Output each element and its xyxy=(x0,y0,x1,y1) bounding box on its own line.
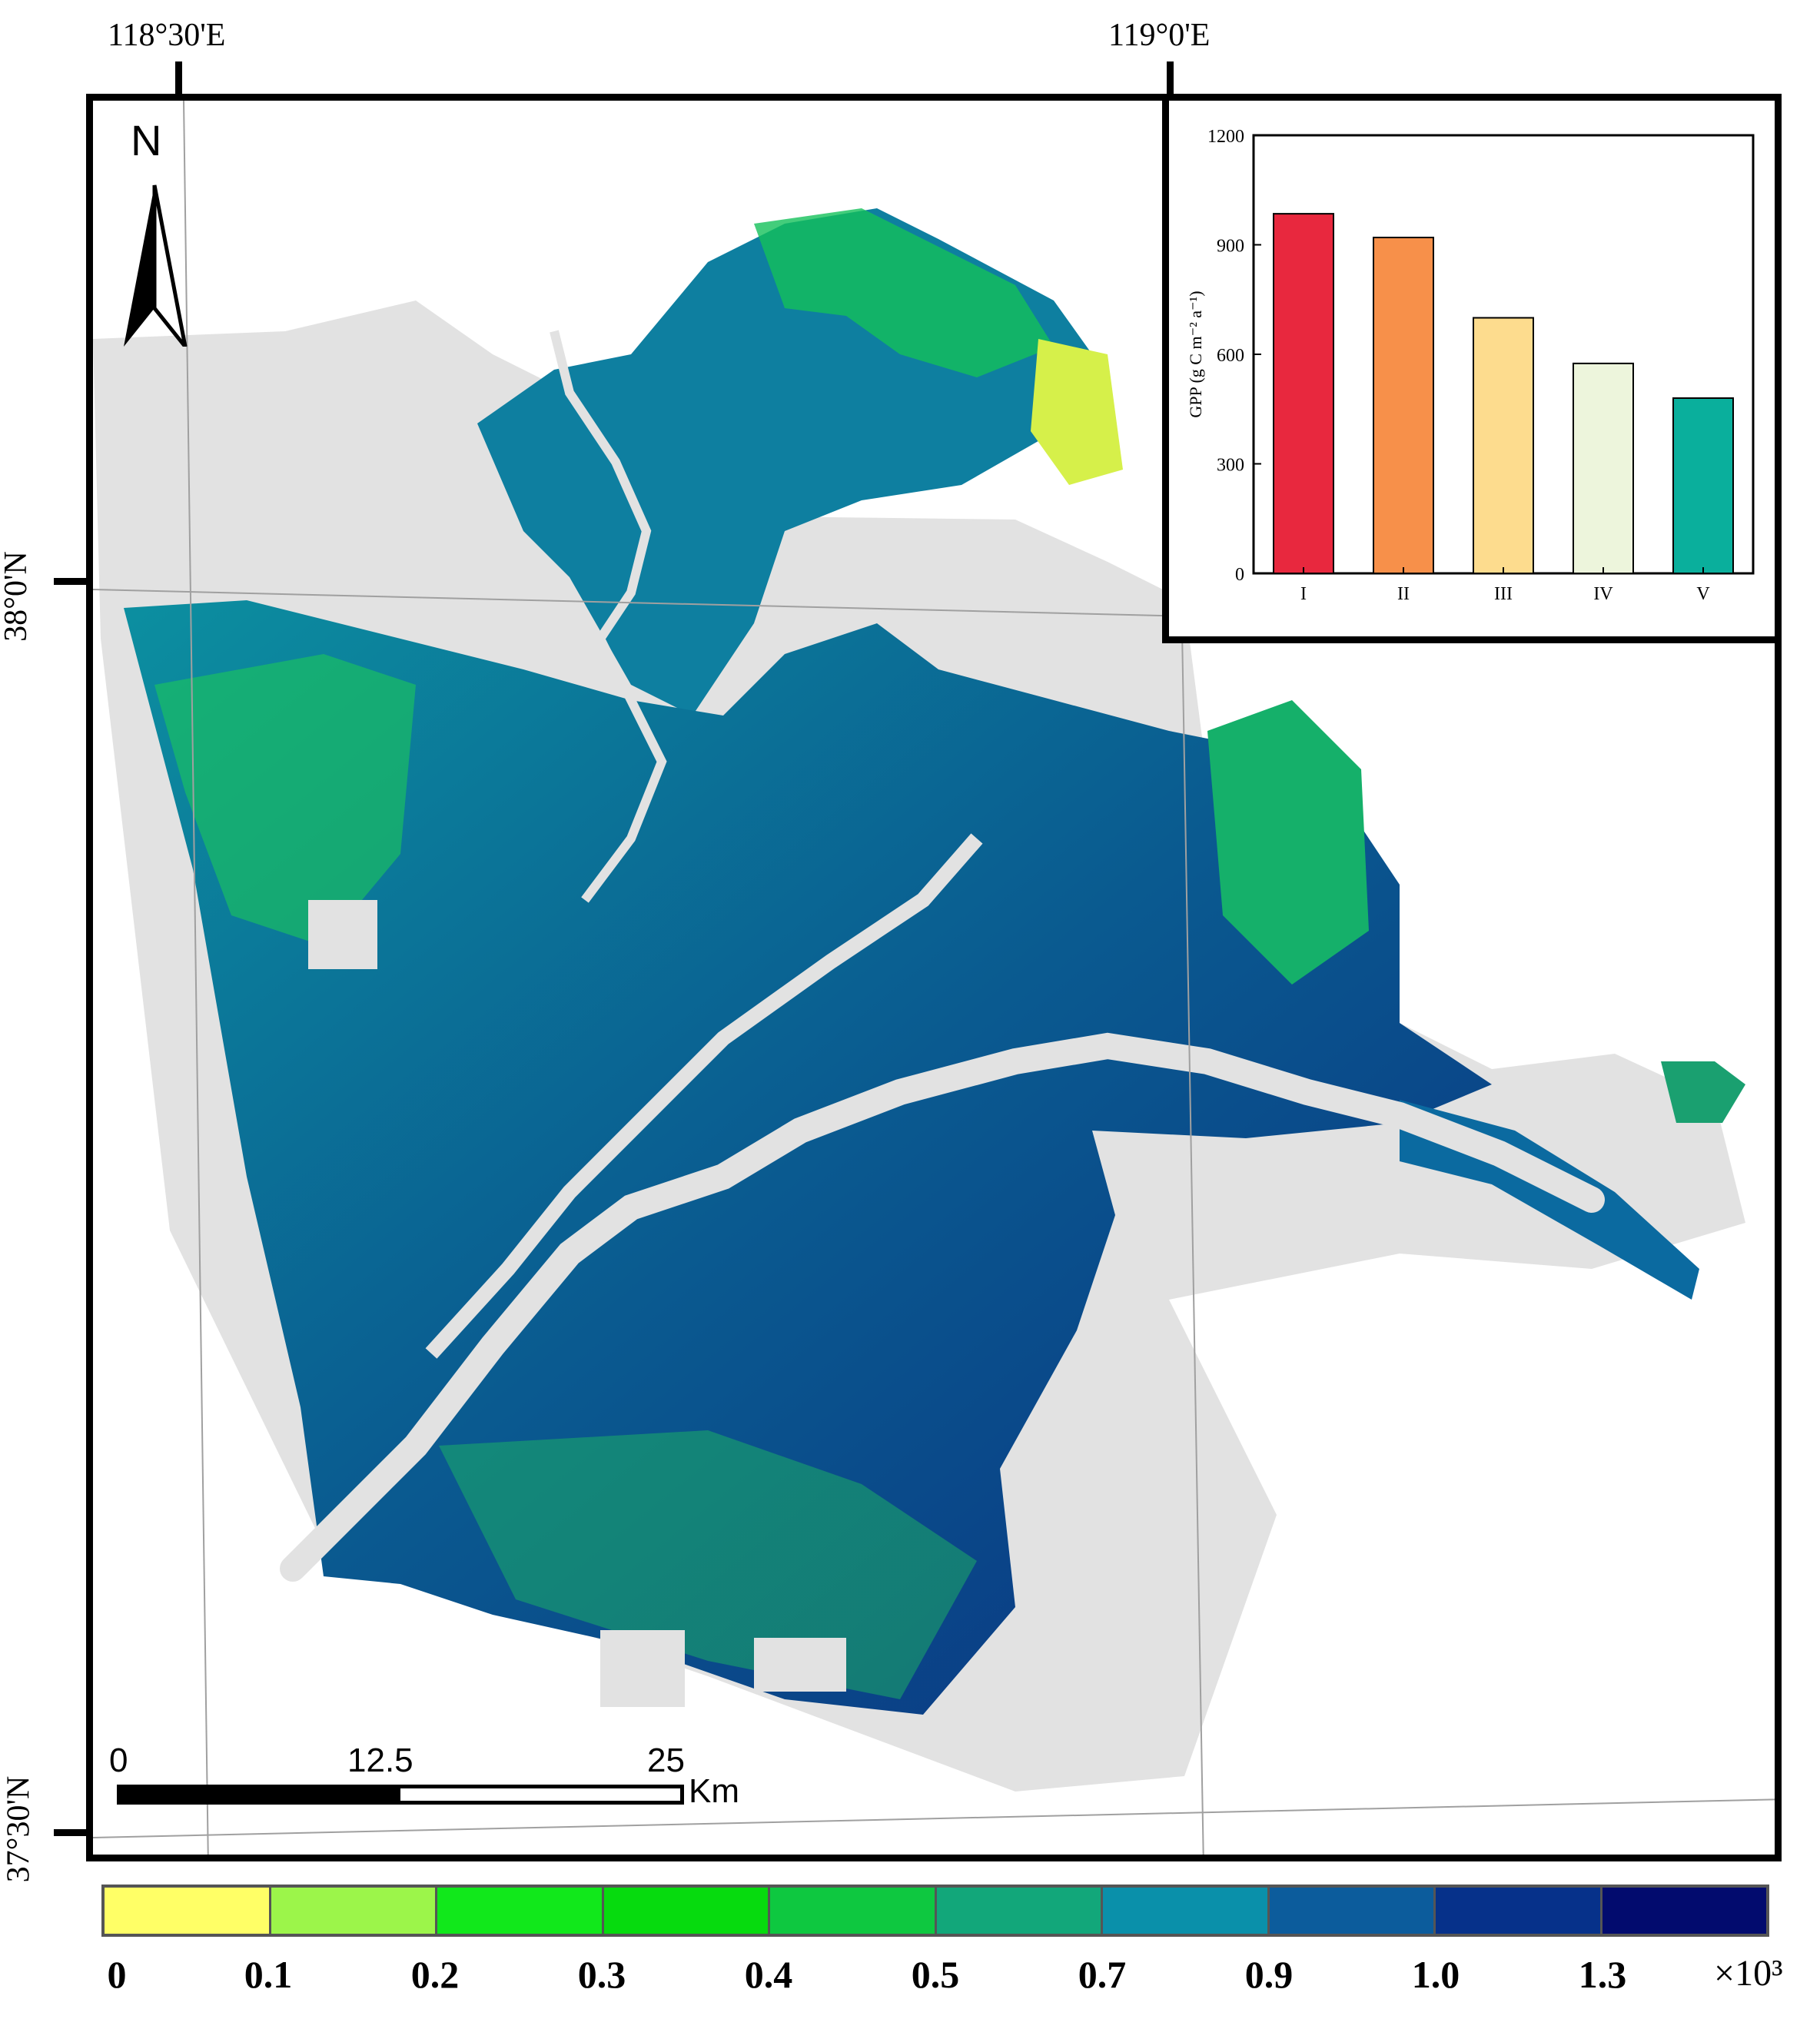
legend-label: 1.3 xyxy=(1578,1953,1627,1996)
legend-swatch xyxy=(936,1888,1103,1934)
lon-label-118-30: 118°30'E xyxy=(108,18,226,53)
lon-tick-119-0 xyxy=(1167,61,1174,97)
x-tick-label: II xyxy=(1397,584,1410,604)
scale-label-12-5: 12.5 xyxy=(347,1742,413,1779)
y-tick-label: 0 xyxy=(1235,565,1244,585)
lat-label-37-30: 37°30'N xyxy=(1,1775,37,1883)
meander-river xyxy=(550,330,667,903)
scale-bar-filled-segment xyxy=(121,1788,400,1801)
vegetation-north-green xyxy=(754,208,1054,377)
graticule-line xyxy=(93,1798,1775,1838)
vegetation-south-green xyxy=(439,1430,977,1699)
vegetation-east xyxy=(1207,700,1369,985)
x-tick-label: III xyxy=(1494,584,1513,604)
grey-patch xyxy=(308,900,377,969)
vegetation-main xyxy=(124,600,1492,1715)
vegetation-delta-tip xyxy=(1661,1061,1745,1123)
scale-unit: Km xyxy=(689,1772,739,1810)
lat-tick-38-0 xyxy=(54,578,89,585)
y-tick-label: 300 xyxy=(1217,456,1244,476)
vegetation-yellow-patch xyxy=(1031,339,1123,485)
lat-label-38-0: 38°0'N xyxy=(0,551,34,642)
bar-V xyxy=(1672,397,1734,574)
grey-patch xyxy=(600,1630,685,1707)
legend-swatch xyxy=(105,1888,271,1934)
y-axis-label: GPP (g C m⁻² a⁻¹) xyxy=(1186,291,1205,417)
bar-II xyxy=(1373,237,1434,574)
scale-label-25: 25 xyxy=(647,1742,685,1779)
legend-label: 0 xyxy=(107,1953,127,1996)
legend-swatch xyxy=(1436,1888,1602,1934)
legend-label: 1.0 xyxy=(1411,1953,1460,1996)
gpp-map xyxy=(93,101,1775,1855)
legend-unit: ×10³ xyxy=(1714,1953,1783,1994)
scale-bar xyxy=(117,1785,684,1805)
legend-swatch xyxy=(603,1888,770,1934)
north-arrow-label: N xyxy=(131,116,162,164)
color-legend xyxy=(101,1885,1769,1937)
legend-swatch xyxy=(770,1888,937,1934)
secondary-river xyxy=(425,833,983,1359)
legend-label: 0.1 xyxy=(244,1953,293,1996)
scale-label-0: 0 xyxy=(109,1742,128,1779)
bar-IV xyxy=(1573,362,1634,574)
bar-I xyxy=(1273,213,1334,574)
legend-label: 0.4 xyxy=(744,1953,793,1996)
x-tick-label: I xyxy=(1300,584,1307,604)
inset-chart: 0 300 600 900 1200 I II III IV V GPP (g C m⁻² a⁻¹) xyxy=(1162,94,1782,643)
x-tick-label: V xyxy=(1696,584,1710,604)
vegetation-west-green xyxy=(154,654,416,946)
bar-III xyxy=(1473,317,1534,574)
lat-tick-37-30 xyxy=(54,1829,89,1836)
legend-swatch xyxy=(1269,1888,1436,1934)
legend-label: 0.2 xyxy=(410,1953,460,1996)
grey-patch xyxy=(754,1638,846,1692)
y-tick-label: 600 xyxy=(1217,346,1244,366)
legend-label: 0.7 xyxy=(1078,1953,1127,1996)
legend-swatch xyxy=(437,1888,604,1934)
x-tick-label: IV xyxy=(1593,584,1613,604)
legend-swatch xyxy=(1602,1888,1766,1934)
lon-label-119-0: 119°0'E xyxy=(1108,18,1211,53)
north-arrow-icon xyxy=(124,184,188,347)
lon-tick-118-30 xyxy=(175,61,182,97)
legend-label: 0.9 xyxy=(1244,1953,1294,1996)
legend-label: 0.5 xyxy=(911,1953,960,1996)
y-tick-label: 1200 xyxy=(1207,127,1244,147)
legend-label: 0.3 xyxy=(577,1953,626,1996)
y-tick-label: 900 xyxy=(1217,237,1244,257)
legend-swatch xyxy=(271,1888,437,1934)
graticule-line xyxy=(183,101,209,1855)
main-river xyxy=(280,1032,1605,1582)
legend-swatch xyxy=(1103,1888,1270,1934)
